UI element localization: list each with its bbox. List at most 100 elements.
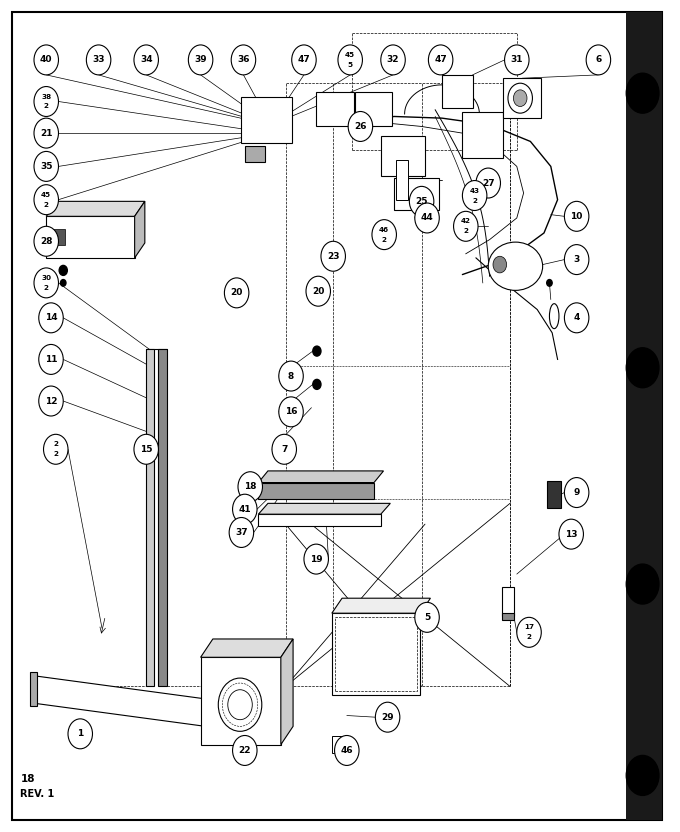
Polygon shape — [258, 503, 390, 514]
Text: 6: 6 — [595, 56, 602, 64]
Circle shape — [508, 83, 532, 113]
Bar — [335, 617, 417, 691]
Circle shape — [228, 690, 252, 720]
Circle shape — [306, 276, 330, 306]
Polygon shape — [258, 471, 384, 483]
Text: 38: 38 — [41, 93, 51, 100]
Circle shape — [279, 361, 303, 391]
Bar — [442, 75, 473, 108]
Text: 47: 47 — [435, 56, 447, 64]
Text: 45: 45 — [345, 52, 355, 58]
Polygon shape — [33, 676, 218, 728]
Bar — [245, 146, 265, 162]
Circle shape — [454, 211, 478, 241]
Text: 2: 2 — [53, 451, 58, 458]
Bar — [503, 78, 541, 118]
Circle shape — [229, 518, 254, 547]
Ellipse shape — [488, 242, 543, 290]
Circle shape — [517, 617, 541, 647]
Text: 46: 46 — [341, 746, 353, 755]
Circle shape — [415, 602, 439, 632]
Bar — [626, 12, 662, 820]
Circle shape — [134, 434, 158, 464]
Circle shape — [313, 346, 321, 356]
Text: 15: 15 — [140, 445, 152, 453]
Text: 45: 45 — [41, 191, 51, 198]
Circle shape — [513, 90, 527, 106]
Text: 2: 2 — [44, 103, 49, 110]
Bar — [502, 587, 514, 616]
Circle shape — [338, 45, 362, 75]
Circle shape — [493, 256, 507, 273]
Circle shape — [321, 241, 345, 271]
Text: 28: 28 — [40, 237, 52, 245]
Text: 17: 17 — [524, 624, 534, 631]
Polygon shape — [46, 201, 145, 216]
Text: 46: 46 — [379, 226, 389, 233]
Text: 2: 2 — [463, 228, 469, 235]
Bar — [502, 613, 514, 620]
Circle shape — [279, 397, 303, 427]
Circle shape — [626, 755, 659, 795]
Text: 2: 2 — [472, 197, 477, 204]
Bar — [241, 97, 292, 143]
Text: 11: 11 — [45, 355, 57, 364]
Text: 23: 23 — [327, 252, 339, 260]
Bar — [462, 112, 503, 158]
Circle shape — [626, 564, 659, 604]
Text: 19: 19 — [310, 555, 322, 563]
Circle shape — [68, 719, 92, 749]
Circle shape — [564, 245, 589, 275]
Circle shape — [86, 45, 111, 75]
Circle shape — [61, 280, 66, 286]
Circle shape — [44, 434, 68, 464]
Text: 32: 32 — [387, 56, 399, 64]
Text: 36: 36 — [237, 56, 250, 64]
Text: 3: 3 — [573, 255, 580, 264]
Circle shape — [626, 73, 659, 113]
Text: REV. 1: REV. 1 — [20, 789, 54, 799]
Text: 22: 22 — [239, 746, 251, 755]
Text: 44: 44 — [421, 214, 433, 222]
Bar — [46, 216, 135, 258]
Bar — [146, 349, 154, 686]
Text: 2: 2 — [381, 236, 387, 243]
Bar — [53, 229, 65, 245]
Text: 2: 2 — [44, 201, 49, 208]
Circle shape — [313, 379, 321, 389]
Text: 26: 26 — [354, 122, 367, 131]
Circle shape — [34, 226, 58, 256]
Circle shape — [39, 344, 63, 374]
Text: 21: 21 — [40, 129, 52, 137]
Circle shape — [39, 303, 63, 333]
Text: 20: 20 — [231, 289, 243, 297]
Text: 35: 35 — [40, 162, 52, 171]
Circle shape — [381, 45, 405, 75]
Bar — [355, 92, 392, 126]
Polygon shape — [281, 639, 293, 745]
Bar — [394, 178, 439, 210]
Text: 29: 29 — [381, 713, 394, 721]
Text: 31: 31 — [511, 56, 523, 64]
Circle shape — [547, 280, 552, 286]
Text: 2: 2 — [53, 441, 58, 448]
Circle shape — [233, 735, 257, 765]
Bar — [396, 160, 408, 200]
Text: 18: 18 — [244, 483, 256, 491]
Circle shape — [415, 203, 439, 233]
Text: 34: 34 — [140, 56, 152, 64]
Text: 5: 5 — [424, 613, 430, 622]
Circle shape — [564, 303, 589, 333]
Circle shape — [348, 111, 373, 141]
Circle shape — [34, 45, 58, 75]
Text: 1: 1 — [77, 730, 84, 738]
Text: 16: 16 — [285, 408, 297, 416]
Text: 42: 42 — [461, 218, 471, 225]
Bar — [332, 613, 420, 695]
Circle shape — [218, 678, 262, 731]
Circle shape — [231, 45, 256, 75]
Circle shape — [372, 220, 396, 250]
Circle shape — [134, 45, 158, 75]
Circle shape — [59, 265, 67, 275]
Text: 18: 18 — [20, 774, 35, 784]
